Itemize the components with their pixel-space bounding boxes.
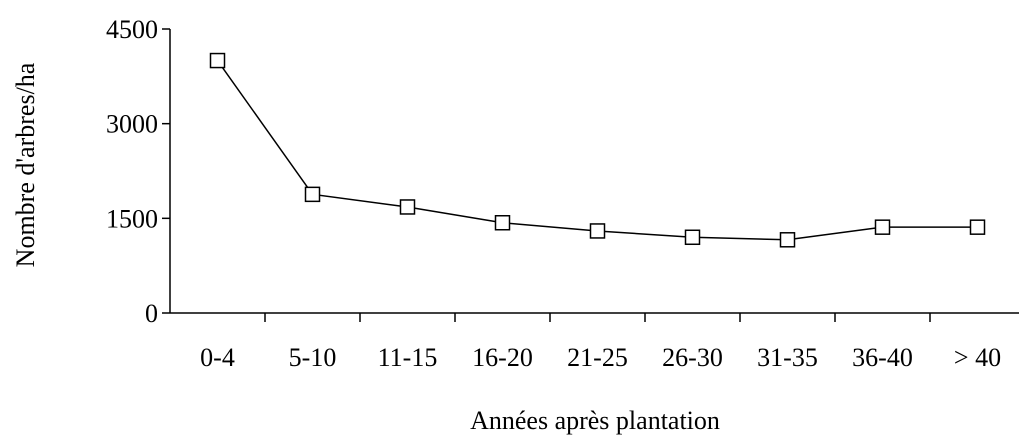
- series-group: [209, 52, 986, 248]
- x-tick-label: 5-10: [289, 343, 337, 372]
- x-tick-label: 11-15: [378, 343, 438, 372]
- x-tick-label: 31-35: [757, 343, 818, 372]
- data-point-marker: [209, 52, 226, 69]
- x-tick-label: 21-25: [567, 343, 628, 372]
- data-point-marker: [874, 219, 891, 235]
- data-point-marker: [684, 229, 701, 246]
- y-tick-label: 0: [145, 299, 158, 328]
- y-tick-label: 1500: [106, 204, 158, 233]
- data-point-marker: [399, 199, 416, 215]
- data-point-marker: [969, 219, 986, 235]
- y-ticks: 0 1500 3000 4500: [106, 15, 170, 328]
- data-point-marker: [304, 186, 321, 203]
- x-tick-label: > 40: [954, 343, 1001, 372]
- axes: [169, 29, 1019, 314]
- x-ticks: 0-4 5-10 11-15 16-20 21-25 26-30 31-35 36-40 > 4…: [200, 313, 1001, 372]
- x-tick-label: 36-40: [852, 343, 913, 372]
- y-axis-title: Nombre d'arbres/ha: [11, 62, 40, 267]
- x-tick-label: 0-4: [200, 343, 235, 372]
- data-point-marker: [779, 232, 796, 248]
- y-tick-label: 4500: [106, 15, 158, 44]
- data-point-marker: [494, 215, 511, 231]
- data-point-marker: [589, 223, 606, 239]
- x-tick-label: 26-30: [662, 343, 723, 372]
- y-tick-label: 3000: [106, 110, 158, 139]
- x-axis-title: Années après plantation: [470, 406, 720, 435]
- x-tick-label: 16-20: [472, 343, 533, 372]
- series-line: [216, 60, 978, 241]
